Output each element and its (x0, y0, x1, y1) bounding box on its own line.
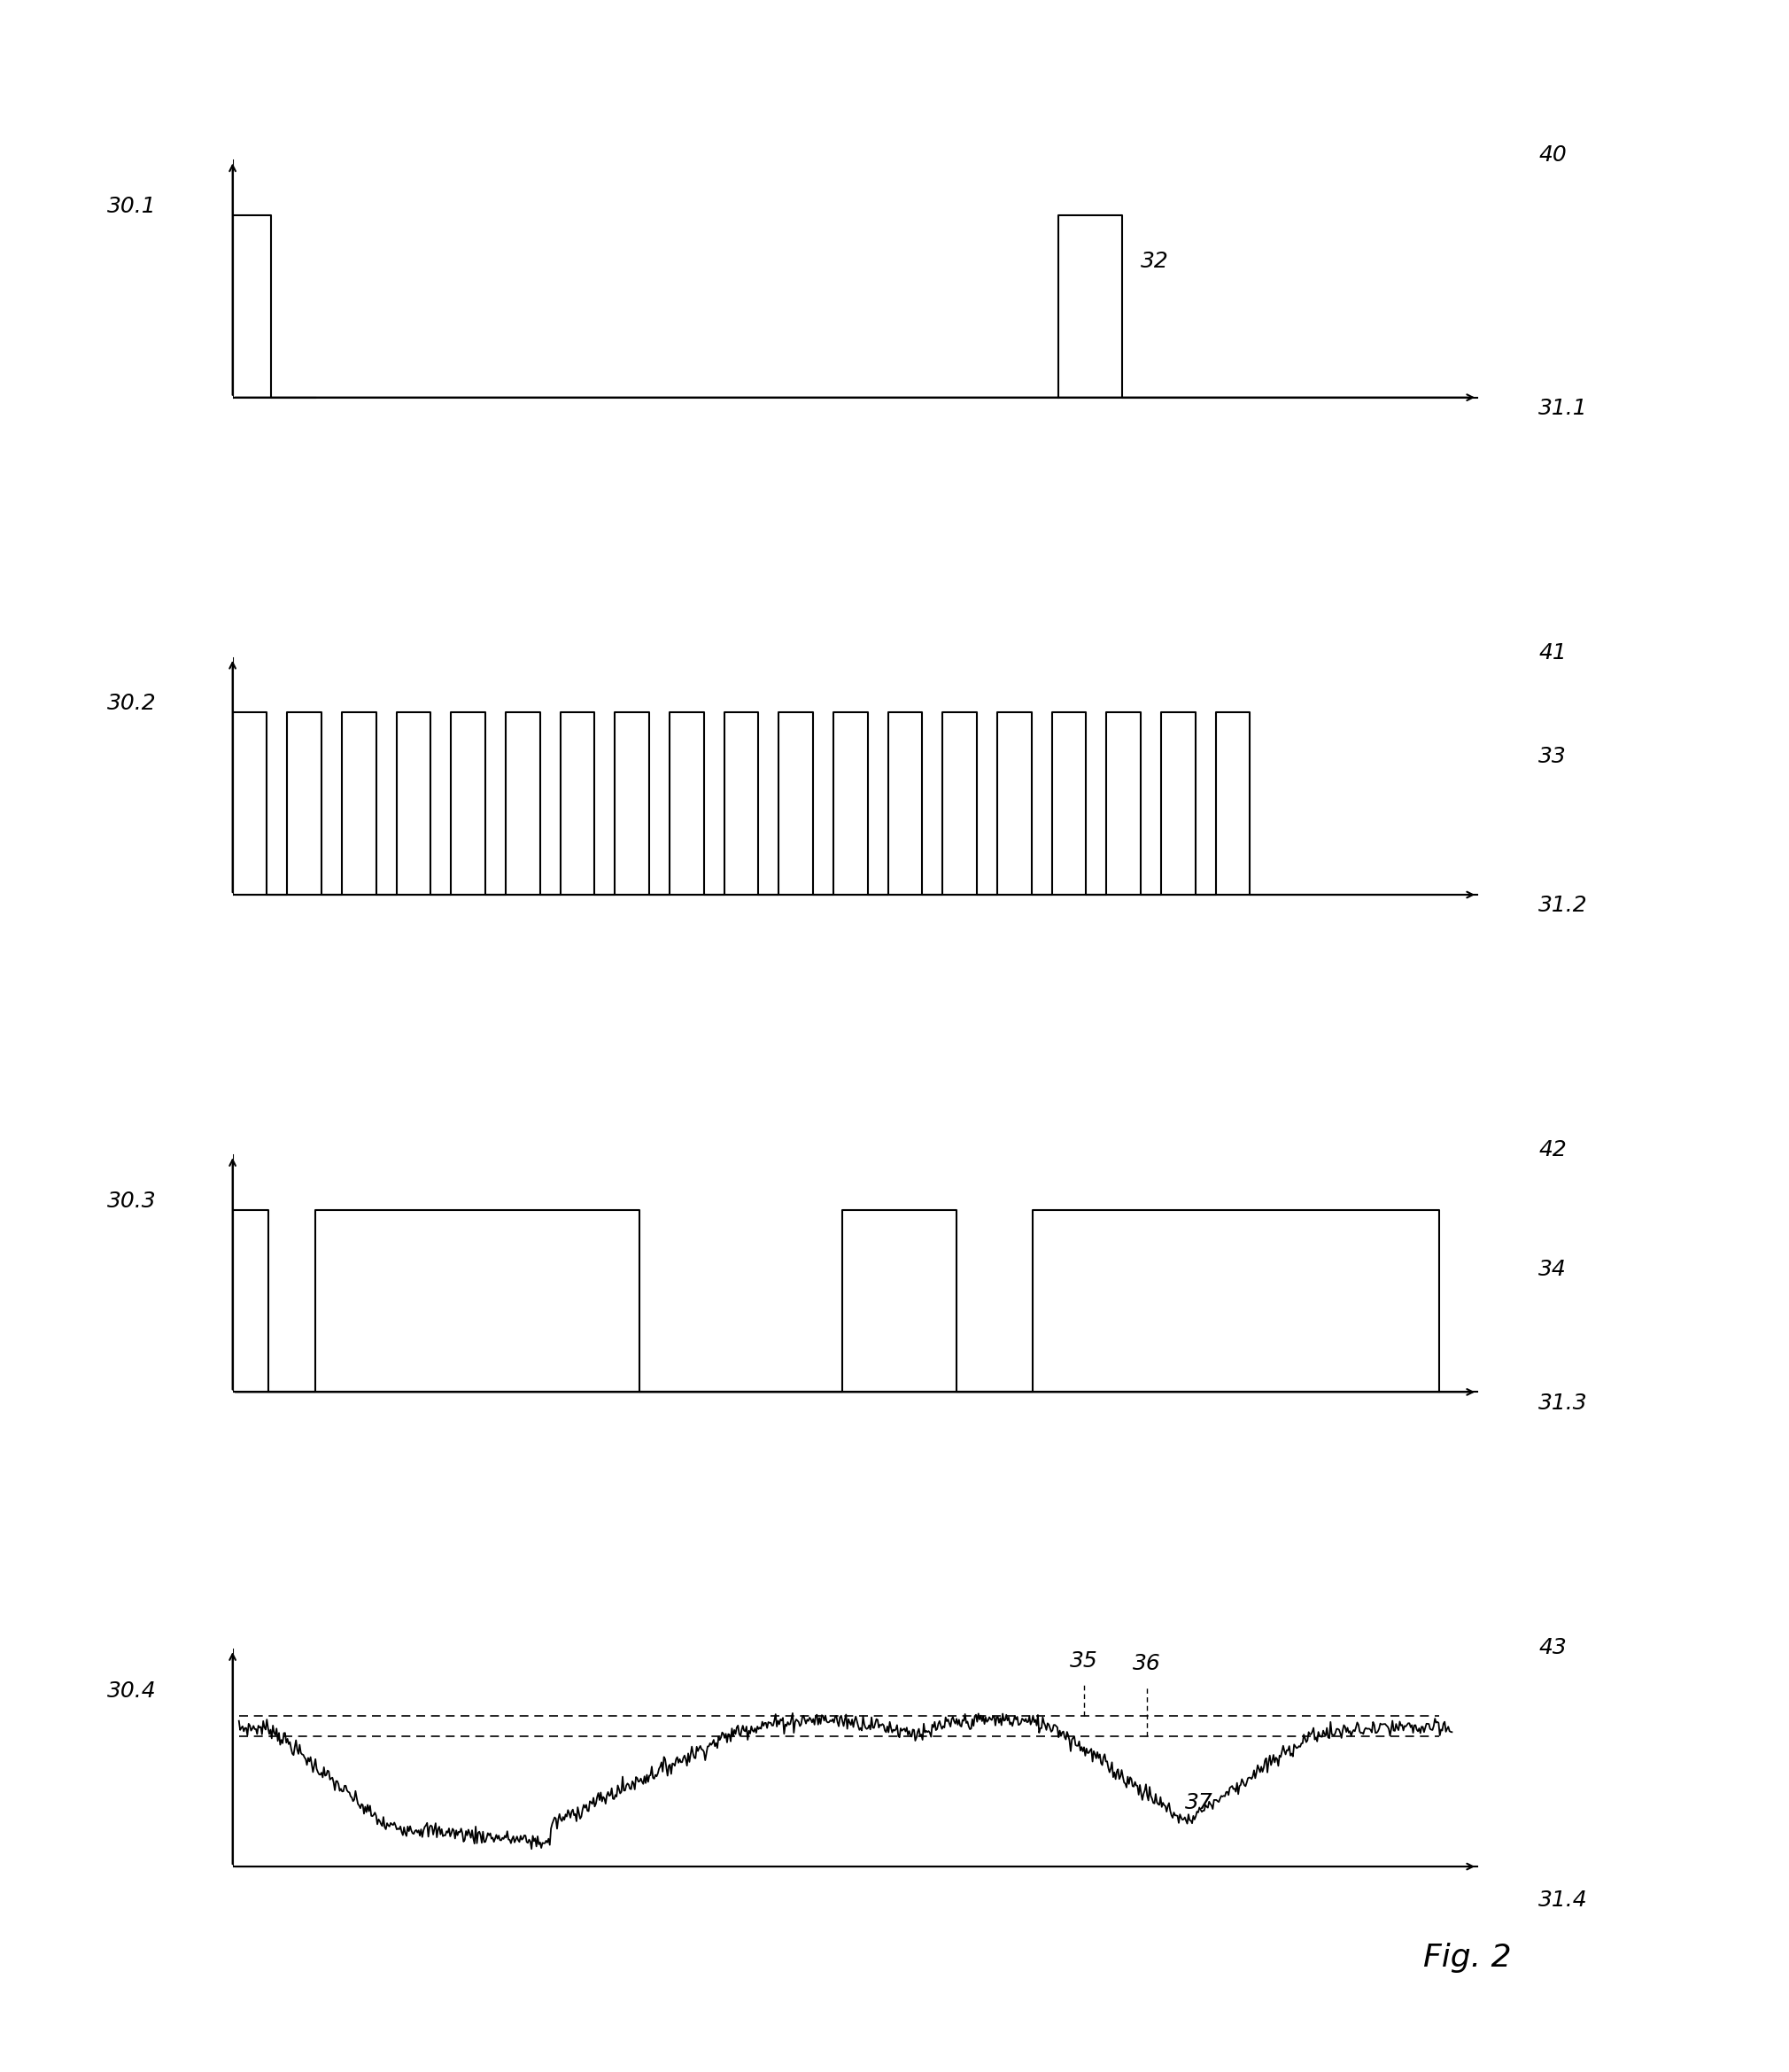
Text: 30.1: 30.1 (107, 195, 156, 218)
Text: 31.2: 31.2 (1539, 895, 1589, 916)
Text: 32: 32 (1141, 251, 1168, 271)
Text: 30.2: 30.2 (107, 692, 156, 715)
Text: 35: 35 (1070, 1649, 1098, 1672)
Text: Fig. 2: Fig. 2 (1422, 1944, 1512, 1973)
Text: 40: 40 (1539, 145, 1567, 166)
Text: 30.3: 30.3 (107, 1189, 156, 1212)
Text: 37: 37 (1184, 1792, 1213, 1813)
Text: 33: 33 (1539, 746, 1567, 767)
Text: 41: 41 (1539, 642, 1567, 663)
Text: 42: 42 (1539, 1140, 1567, 1160)
Text: 43: 43 (1539, 1637, 1567, 1658)
Text: 31.3: 31.3 (1539, 1392, 1589, 1413)
Text: 36: 36 (1132, 1653, 1161, 1674)
Text: 31.4: 31.4 (1539, 1890, 1589, 1910)
Text: 34: 34 (1539, 1258, 1567, 1280)
Text: 30.4: 30.4 (107, 1680, 156, 1701)
Text: 31.1: 31.1 (1539, 398, 1589, 419)
